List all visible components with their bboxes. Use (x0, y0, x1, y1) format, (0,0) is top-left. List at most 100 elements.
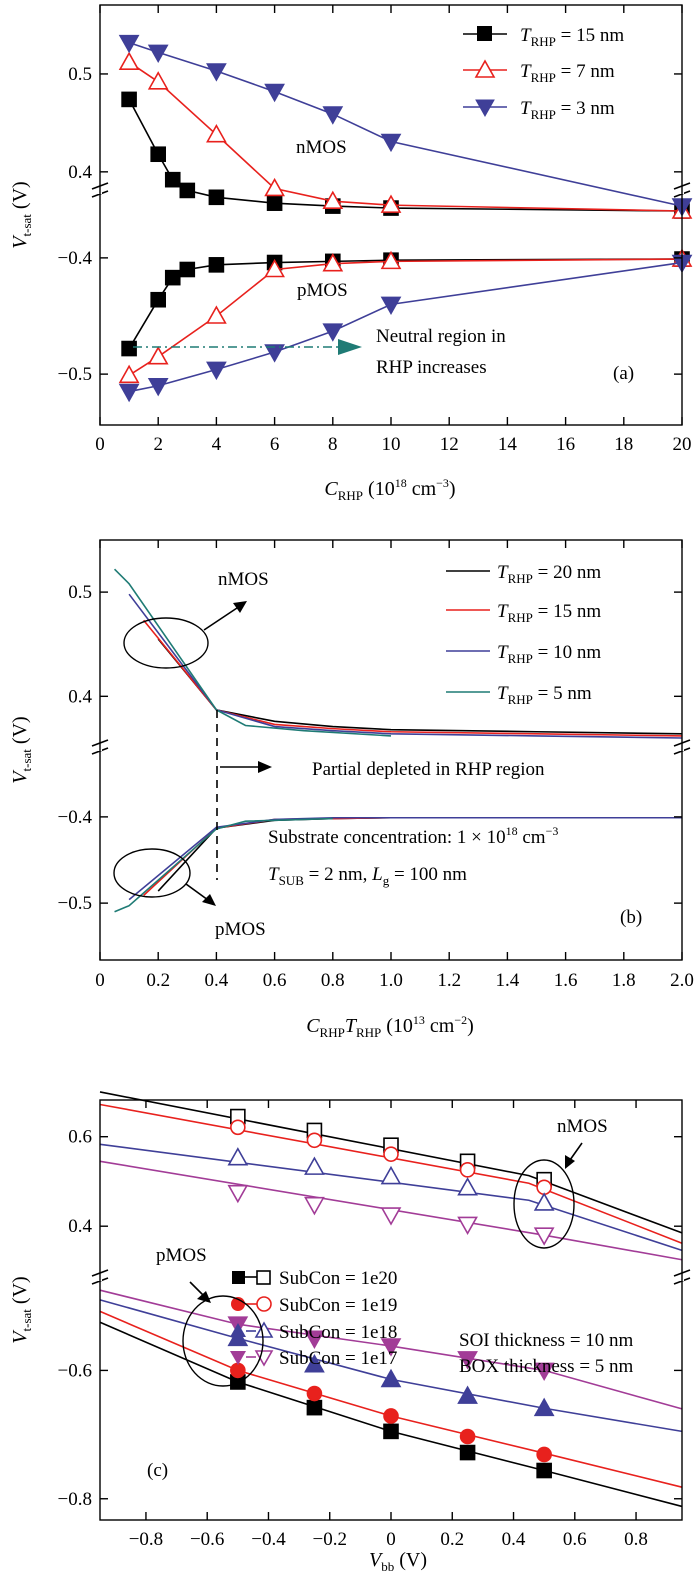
legend-label-7nm: TRHP = 7 nm (520, 61, 615, 85)
legend-entry-15nm-b: TRHP = 15 nm (446, 601, 601, 625)
panel-c-nmos-arrow (569, 1142, 583, 1161)
panel-a-y-axis-label: Vt-sat (V) (9, 181, 34, 248)
series-3-pmos-point (380, 1338, 402, 1357)
panel-b-note-line2: TSUB = 2 nm, Lg = 100 nm (268, 864, 467, 888)
legend-label-15nm-b: TRHP = 15 nm (497, 601, 601, 625)
panel-a-data-marks (118, 34, 693, 403)
x-tick-label: 0.8 (321, 970, 345, 991)
legend-entry-1e20: SubCon = 1e20 (232, 1268, 397, 1289)
series-0-nmos-point (266, 195, 283, 211)
series-0-pmos-point (179, 261, 196, 278)
series-2-pmos-point (206, 361, 227, 381)
x-tick-label: 0.6 (263, 970, 287, 991)
series-0-pmos-point (383, 1423, 399, 1440)
panel-a-annotation-line2: RHP increases (376, 357, 487, 378)
x-tick-label: 1.2 (437, 970, 461, 991)
series-3-nmos-point (380, 1207, 402, 1226)
panel-c-pmos-label: pMOS (156, 1245, 207, 1266)
panel-b-note-line1: Substrate concentration: 1 × 1018 cm−3 (268, 824, 558, 848)
legend-label-1e20: SubCon = 1e20 (279, 1268, 397, 1289)
series-1-pmos-point (206, 305, 227, 324)
panel-b-data-marks (113, 568, 683, 913)
series-3-nmos-curve (113, 568, 392, 737)
x-tick-label: 16 (556, 434, 575, 455)
x-tick-label: 1.0 (379, 970, 403, 991)
y-tick-label: 0.4 (68, 162, 92, 183)
series-1-nmos-point (230, 1119, 246, 1136)
series-1-pmos-point (322, 253, 344, 272)
series-1-pmos-point (147, 346, 169, 365)
series-2-nmos-point (147, 44, 169, 64)
series-2-pmos-point (533, 1397, 555, 1417)
x-tick-label: 0 (386, 1529, 396, 1550)
series-2-pmos-point (457, 1385, 478, 1404)
panel-c: −0.8 −0.6 −0.4 −0.2 0 0.2 0.4 0.6 0.8 0.6 0.4 −0.6 −… (9, 1091, 691, 1574)
x-tick-label: 0 (95, 970, 105, 991)
panel-b-nmos-label: nMOS (218, 569, 269, 590)
panel-a-x-axis-label: CRHP (1018 cm−3) (324, 476, 455, 503)
series-3-nmos-point (304, 1196, 325, 1216)
panel-a-nmos-label: nMOS (296, 137, 347, 158)
series-0-pmos-point (536, 1462, 552, 1479)
y-tick-label: 0.5 (68, 64, 92, 85)
series-1-nmos-point (206, 124, 227, 143)
series-2-nmos-point (380, 133, 402, 153)
series-1-nmos-point (264, 177, 285, 197)
series-2-nmos-point (227, 1147, 249, 1166)
legend-label-3nm: TRHP = 3 nm (520, 98, 615, 122)
panel-c-nmos-ellipse (513, 1159, 575, 1249)
panel-a-annotation-line1: Neutral region in (376, 326, 506, 347)
x-tick-label: 12 (440, 434, 459, 455)
panel-c-soi-note: SOI thickness = 10 nm (459, 1330, 634, 1351)
panel-b-pmos-label: pMOS (215, 919, 266, 940)
x-tick-label: 10 (382, 434, 401, 455)
series-2-nmos-point (304, 1156, 325, 1175)
panel-c-y-axis-label: Vt-sat (V) (9, 1276, 34, 1343)
panel-a-label: (a) (613, 363, 634, 384)
series-2-pmos-point (322, 323, 344, 342)
x-tick-label: −0.2 (313, 1529, 347, 1550)
series-1-pmos-point (306, 1385, 323, 1402)
series-2-nmos-point (118, 34, 140, 54)
legend-entry-5nm: TRHP = 5 nm (446, 683, 592, 707)
series-0-pmos-point (306, 1399, 323, 1416)
series-1-pmos-point (383, 1408, 399, 1424)
series-2-nmos-point (533, 1192, 555, 1211)
series-3-pmos-point (457, 1351, 478, 1370)
series-2-pmos-point (380, 296, 402, 316)
series-1-nmos-point (306, 1132, 323, 1149)
panel-c-pmos-arrow (189, 1281, 205, 1297)
legend-label-15nm: TRHP = 15 nm (520, 25, 624, 49)
series-1-nmos-curve (143, 619, 683, 737)
series-2-pmos-curve (128, 816, 682, 901)
x-tick-label: 0.6 (563, 1529, 587, 1550)
series-3-nmos-point (227, 1184, 249, 1204)
x-tick-label: 8 (328, 434, 338, 455)
series-1-pmos-point (264, 258, 285, 278)
y-tick-label: 0.6 (68, 1127, 92, 1148)
legend-entry-10nm: TRHP = 10 nm (446, 642, 601, 666)
y-tick-label: 0.4 (68, 1216, 92, 1237)
x-tick-label: −0.4 (251, 1529, 286, 1550)
x-tick-label: 0.4 (502, 1529, 526, 1550)
panel-b-y-axis-label: Vt-sat (V) (9, 716, 34, 783)
x-tick-label: 20 (673, 434, 692, 455)
x-tick-label: 0.4 (205, 970, 229, 991)
series-2-pmos-point (147, 377, 169, 397)
y-tick-label: −0.5 (58, 893, 92, 914)
series-0-pmos-point (150, 291, 166, 308)
legend-entry-1e18: SubCon = 1e18 (230, 1321, 397, 1343)
series-3-nmos-point (533, 1227, 555, 1246)
legend-entry-3nm: TRHP = 3 nm (463, 98, 615, 122)
x-tick-label: 1.6 (554, 970, 578, 991)
panel-b-ticks: 0 0.2 0.4 0.6 0.8 1.0 1.2 1.4 1.6 1.8 2.0 0.5 0.4 −0.… (58, 540, 694, 991)
x-tick-label: 14 (498, 434, 518, 455)
panel-b-frame (99, 539, 683, 961)
series-0-pmos-point (164, 269, 181, 286)
series-0-nmos-point (164, 171, 181, 188)
series-1-nmos-point (459, 1162, 476, 1178)
y-tick-label: −0.5 (58, 364, 92, 385)
series-1-nmos-point (118, 51, 140, 70)
panel-b-pmos-ellipse (113, 848, 191, 898)
panel-a: 0 2 4 6 8 10 12 14 16 18 20 0.5 0.4 −0.4 −0.5 TRHP = 1… (9, 4, 693, 503)
